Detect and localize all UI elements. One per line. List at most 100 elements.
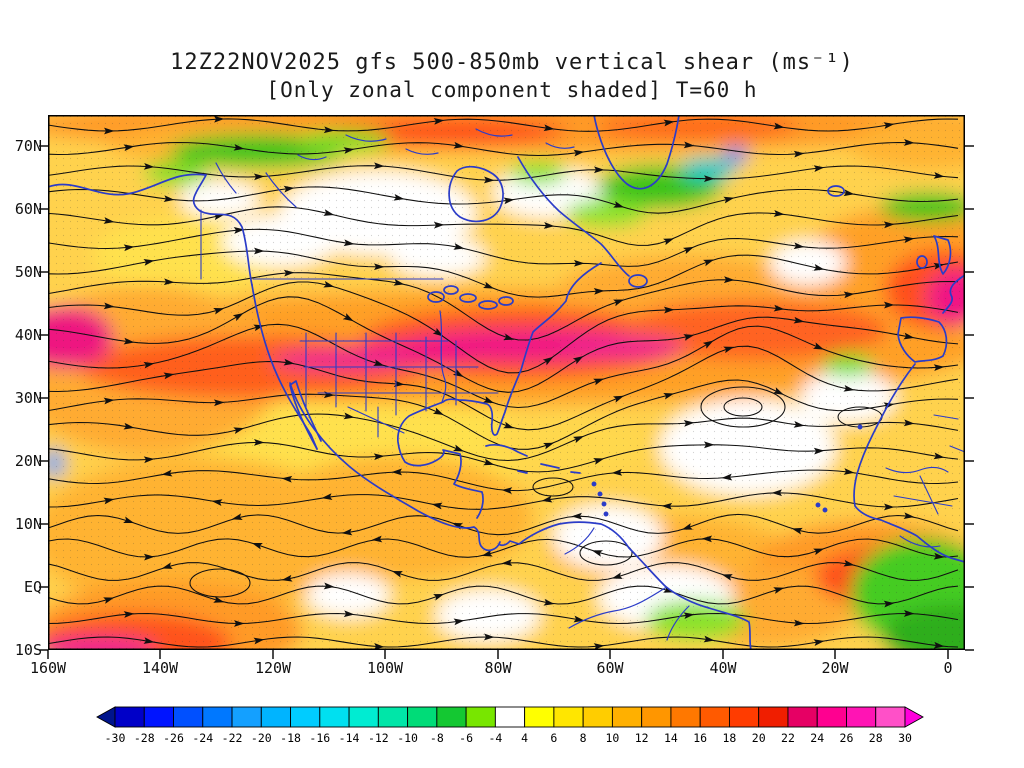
streamline-arrowhead	[342, 313, 354, 322]
colorbar-segment	[582, 706, 613, 728]
streamline-arrowhead	[573, 436, 585, 444]
streamline-arrowhead	[143, 637, 155, 644]
streamline-vortex	[532, 477, 574, 497]
colorbar-tick-label: 10	[605, 731, 619, 745]
coastlines-borders-layer	[48, 115, 965, 650]
chart-title: 12Z22NOV2025 gfs 500-850mb vertical shea…	[170, 50, 854, 75]
streamline-vortex	[700, 386, 786, 428]
streamline-arrowhead	[163, 195, 175, 203]
streamline-arrowhead	[483, 458, 495, 466]
streamline-arrowhead	[903, 332, 915, 340]
lat-tick-label: EQ	[23, 578, 42, 596]
streamline-arrowhead	[813, 264, 825, 271]
colorbar-tick-label: -26	[163, 731, 184, 745]
streamline-arrowhead	[233, 227, 245, 234]
streamline-arrowhead	[253, 438, 265, 446]
streamline-arrowhead	[373, 162, 385, 170]
streamline-arrowhead	[573, 149, 585, 157]
streamline	[48, 281, 959, 374]
colorbar-segment	[787, 706, 818, 728]
streamline-arrowhead	[483, 176, 495, 184]
streamline-arrowhead	[373, 359, 385, 366]
streamline-arrowhead	[663, 306, 675, 314]
streamline-arrowhead	[663, 392, 675, 400]
streamline-arrowhead	[323, 582, 335, 590]
streamline-arrowhead	[391, 468, 403, 476]
lat-tick-label: 50N	[14, 263, 42, 281]
colorbar-arrow-right	[904, 706, 924, 728]
streamline-arrowhead	[813, 447, 825, 455]
streamline-arrowhead	[543, 124, 555, 132]
streamline-arrowhead	[213, 115, 225, 123]
streamline-arrowhead	[143, 361, 155, 369]
colorbar-tick-label: 24	[810, 731, 824, 745]
streamline-arrowhead	[543, 598, 555, 606]
streamline-arrowhead	[283, 185, 295, 193]
colorbar-tick-label: 14	[664, 731, 678, 745]
streamline	[48, 206, 959, 246]
colorbar-segment	[816, 706, 847, 728]
streamline-arrowhead	[843, 291, 855, 299]
streamline-arrowhead	[703, 175, 715, 183]
streamline-arrowhead	[431, 502, 443, 510]
streamline-arrowhead	[843, 559, 855, 567]
colorbar-tick-label: 4	[521, 731, 528, 745]
colorbar-tick-label: 12	[635, 731, 649, 745]
streamline-arrowhead	[231, 513, 243, 521]
streamline-arrowhead	[123, 422, 135, 430]
streamline-arrowhead	[501, 487, 513, 495]
streamline-arrowhead	[481, 549, 493, 557]
streamline-arrowhead	[701, 535, 713, 543]
streamline-arrowhead	[211, 499, 223, 506]
colorbar-tick-label: 26	[840, 731, 854, 745]
streamline-arrowhead	[213, 596, 225, 603]
lat-tick-label: 70N	[14, 137, 42, 155]
streamline-arrowhead	[883, 301, 895, 309]
colorbar: -30 -28 -26 -24 -22 -20 -18 -16 -14 -12 -10 -8 -6 -4 4…	[96, 706, 924, 745]
streamline-arrowhead	[541, 495, 553, 503]
streamline-arrowhead	[103, 397, 115, 405]
streamline-arrowhead	[773, 210, 785, 217]
streamline-arrowhead	[373, 263, 385, 271]
streamline-arrowhead	[721, 473, 733, 481]
colorbar-segment	[846, 706, 877, 728]
streamline-arrowhead	[903, 419, 915, 427]
lat-tick-label: 60N	[14, 200, 42, 218]
colorbar-segment	[758, 706, 789, 728]
colorbar-tick-label: -12	[368, 731, 389, 745]
streamlines-layer	[48, 118, 959, 648]
streamline-arrowhead	[281, 574, 293, 582]
streamline	[48, 492, 959, 510]
streamline-arrowhead	[232, 312, 244, 322]
streamline-arrowhead	[283, 269, 295, 277]
colorbar-segment	[114, 706, 145, 728]
streamline-arrowhead	[683, 612, 695, 620]
lon-tick-label: 80W	[484, 659, 512, 677]
colorbar-tick-label: 20	[752, 731, 766, 745]
streamline-arrowhead	[321, 493, 333, 501]
lon-tick-label: 160W	[29, 659, 67, 677]
streamline	[48, 141, 959, 157]
colorbar-tick-label: -20	[251, 731, 272, 745]
streamline-arrowhead	[323, 209, 335, 216]
colorbar-segment	[377, 706, 409, 728]
streamline-arrowhead	[903, 512, 915, 520]
streamline-arrowhead	[253, 247, 265, 255]
colorbar-tick-label: -18	[280, 731, 301, 745]
streamline-arrowhead	[433, 594, 445, 601]
streamline-arrowhead	[433, 221, 445, 229]
colorbar-tick-label: -10	[397, 731, 418, 745]
streamline-arrowhead	[813, 548, 825, 556]
streamline-arrowhead	[573, 259, 585, 267]
streamline-arrowhead	[501, 559, 513, 566]
streamline-arrowhead	[233, 427, 245, 434]
streamline-arrowhead	[341, 528, 353, 536]
colorbar-segment	[348, 706, 379, 728]
streamline-arrowhead	[343, 147, 355, 154]
streamline-arrowhead	[703, 635, 715, 643]
streamline-arrowhead	[933, 172, 945, 179]
streamline-arrowhead	[933, 262, 945, 270]
streamline-arrowhead	[933, 552, 945, 560]
streamline-arrowhead	[843, 189, 855, 197]
